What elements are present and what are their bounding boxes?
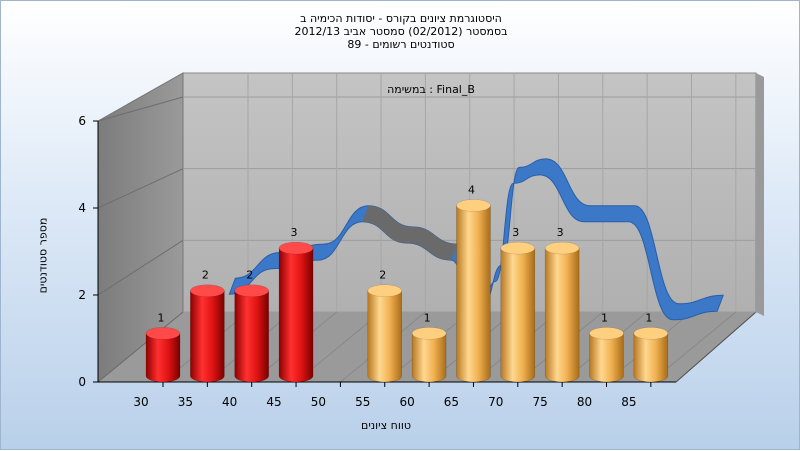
bar: [367, 284, 402, 383]
floor-edge: [675, 311, 757, 383]
gridline-side: [97, 311, 184, 383]
bar: [145, 327, 181, 383]
bar-top: [145, 327, 181, 340]
x-tick-label: 50: [311, 395, 326, 409]
gridline-side: [97, 239, 184, 296]
bar-body: [367, 290, 402, 383]
bar-top: [278, 241, 314, 255]
bar: [544, 241, 580, 383]
bar-body: [633, 333, 669, 383]
bar: [500, 241, 536, 383]
bar: [411, 327, 447, 383]
x-tick-label: 85: [621, 395, 636, 409]
bar-data-label: 1: [601, 311, 608, 324]
bar-top: [500, 241, 536, 255]
x-tick-label: 45: [266, 395, 281, 409]
chart-title-line-2: בסמסטר (02/2012) סמסטר אביב 2012/13: [294, 25, 508, 38]
bar-data-label: 3: [557, 226, 564, 239]
bar-top: [589, 327, 624, 340]
bar-body: [500, 247, 536, 383]
x-tick-label: 80: [577, 395, 592, 409]
bar-top: [190, 284, 225, 297]
gridline-side: [97, 96, 184, 122]
y-tick-label: 0: [78, 375, 86, 389]
bar-data-label: 1: [158, 311, 165, 324]
x-axis-label: טווח ציונים: [361, 419, 411, 432]
bar-top: [456, 199, 491, 212]
x-tick-label: 30: [133, 395, 148, 409]
x-tick-label: 65: [444, 395, 459, 409]
x-tick-label: 60: [399, 395, 414, 409]
bar-top: [633, 327, 669, 340]
bar: [633, 327, 669, 383]
bar: [456, 199, 491, 383]
bar-body: [456, 205, 491, 383]
back-wall-edge: [756, 73, 764, 316]
x-tick-label: 70: [488, 395, 503, 409]
bar: [234, 284, 269, 383]
ribbon-shadow-segment: [362, 205, 458, 261]
x-tick-label: 75: [533, 395, 548, 409]
y-tick-label: 6: [78, 114, 86, 128]
x-tick-label: 40: [222, 395, 237, 409]
bar-body: [544, 247, 580, 383]
bar-body: [411, 333, 447, 383]
bar-body: [145, 333, 181, 383]
bar: [278, 241, 314, 383]
gridline-side: [97, 168, 184, 209]
bar-body: [589, 333, 624, 383]
chart-title-line-1: היסטוגרמת ציונים בקורס - יסודות הכימיה ב: [300, 12, 502, 25]
bar-top: [367, 284, 402, 297]
bar-data-label: 1: [424, 311, 431, 324]
bar-top: [544, 241, 580, 255]
bar-data-label: 3: [512, 226, 519, 239]
bar-data-label: 4: [468, 183, 475, 196]
bar: [190, 284, 225, 383]
bar-body: [234, 290, 269, 383]
x-tick-label: 35: [178, 395, 193, 409]
bar-data-label: 2: [379, 269, 386, 282]
bar: [589, 327, 624, 383]
chart-title-line-3: סטודנטים רשומים - 89: [347, 38, 455, 51]
bar-data-label: 2: [202, 269, 209, 282]
x-tick-label: 55: [355, 395, 370, 409]
bar-top: [234, 284, 269, 297]
bar-body: [190, 290, 225, 383]
bar-data-label: 1: [645, 311, 652, 324]
bar-body: [278, 247, 314, 383]
y-tick-label: 4: [78, 201, 86, 215]
bar-data-label: 3: [291, 226, 298, 239]
chart-subtitle: במשימה : Final_B: [387, 83, 475, 96]
y-tick-label: 2: [78, 288, 86, 302]
bar-data-label: 2: [246, 269, 253, 282]
y-axis-label: מספר סטודנטים: [36, 217, 50, 294]
bar-top: [411, 327, 447, 340]
